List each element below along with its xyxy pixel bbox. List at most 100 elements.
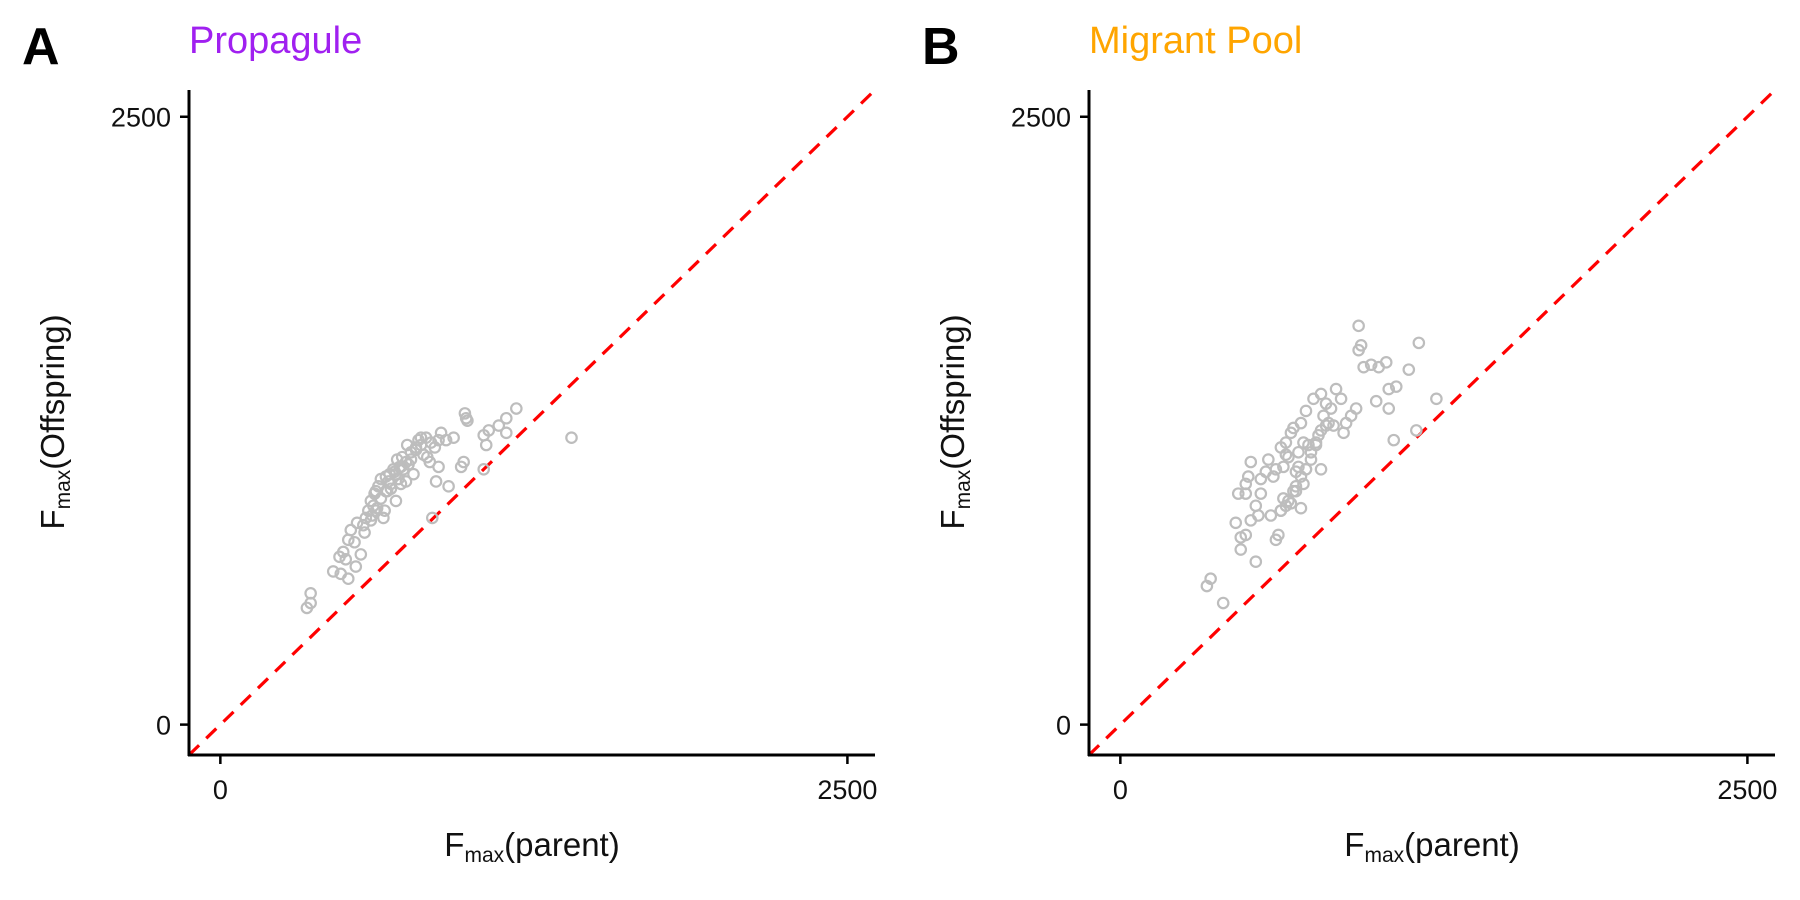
x-axis-label: Fmax(parent) <box>1344 826 1519 867</box>
scatter-point <box>1264 509 1278 522</box>
scatter-point <box>1292 445 1305 459</box>
scatter-point <box>1204 572 1217 586</box>
scatter-point <box>1294 501 1308 515</box>
y-axis-label-main: F <box>934 509 971 529</box>
scatter-point <box>1244 514 1258 527</box>
x-tick-label-0: 0 <box>213 775 228 805</box>
y-axis-label-sub: max <box>952 469 975 509</box>
scatter-point <box>378 504 391 517</box>
scatter-point <box>389 494 403 508</box>
scatter-point <box>499 426 513 440</box>
scatter-point <box>1269 533 1283 547</box>
scatter-point <box>1304 453 1318 466</box>
scatter-point <box>1229 516 1243 530</box>
scatter-point <box>1334 392 1348 406</box>
scatter-point <box>336 545 350 559</box>
scatter-point <box>344 523 358 537</box>
scatter-point <box>492 419 506 432</box>
scatter-point <box>1234 543 1248 556</box>
scatter-point <box>1239 528 1253 542</box>
scatter-point <box>479 438 493 452</box>
y-tick-label-2500: 2500 <box>111 103 171 133</box>
panel-b: B Migrant Pool 0 2500 0 2500 Fmax(parent… <box>922 18 1777 867</box>
scatter-point <box>1269 463 1283 476</box>
scatter-point <box>1364 358 1378 372</box>
identity-reference-line <box>1089 90 1775 755</box>
scatter-point <box>1277 460 1290 474</box>
scatter-point <box>1302 438 1315 452</box>
scatter-point <box>1249 555 1263 569</box>
scatter-point <box>1389 380 1403 393</box>
scatter-point <box>424 436 438 449</box>
scatter-point <box>1319 419 1333 432</box>
scatter-point <box>425 511 439 525</box>
scatter-point <box>1309 438 1323 452</box>
scatter-point <box>1314 463 1328 476</box>
x-axis-label-main: F <box>1344 826 1364 863</box>
scatter-point <box>414 431 428 444</box>
scatter-point <box>1244 455 1258 469</box>
identity-reference-line <box>189 90 875 755</box>
scatter-point <box>1279 448 1293 462</box>
y-axis-label-paren: Offspring <box>934 325 971 458</box>
scatter-point <box>341 572 355 586</box>
scatter-point <box>304 587 317 600</box>
scatter-point <box>384 477 398 491</box>
scatter-point <box>499 411 513 425</box>
scatter-point <box>1379 356 1393 369</box>
x-axis-label-sub: max <box>464 844 504 867</box>
scatter-point <box>1284 497 1298 510</box>
scatter-point <box>1289 484 1303 498</box>
scatter-point <box>510 402 523 415</box>
y-tick-label-0: 0 <box>156 711 171 741</box>
scatter-point <box>349 560 363 573</box>
scatter-point <box>461 414 474 427</box>
scatter-point <box>447 431 460 444</box>
y-axis-label: Fmax(Offspring) <box>934 314 975 529</box>
scatter-point <box>1349 402 1363 415</box>
scatter-point <box>1324 402 1338 415</box>
scatter-point <box>1329 382 1343 396</box>
scatter-point <box>1327 419 1340 432</box>
scatter-point <box>1262 453 1275 466</box>
scatter-point <box>1354 339 1368 352</box>
scatter-point <box>407 467 420 481</box>
scatter-point <box>399 455 413 469</box>
scatter-point <box>1299 404 1313 418</box>
x-axis-label-sub: max <box>1364 844 1404 867</box>
x-axis-label-paren: parent <box>1415 826 1509 863</box>
scatter-point <box>1430 392 1443 406</box>
scatter-point <box>1314 387 1328 401</box>
y-axis-label-sub: max <box>52 469 75 509</box>
scatter-point <box>457 455 470 469</box>
y-tick-label-0: 0 <box>1056 711 1071 741</box>
scatter-point <box>1279 436 1293 449</box>
scatter-point <box>1410 424 1423 437</box>
data-points <box>300 402 578 615</box>
scatter-point <box>1299 463 1313 476</box>
scatter-point <box>369 504 383 517</box>
panel-a: A Propagule 0 2500 0 2500 Fmax(parent) F… <box>22 18 877 867</box>
scatter-point <box>377 511 390 525</box>
scatter-point <box>1412 336 1426 350</box>
panel-title: Propagule <box>189 20 362 62</box>
panel-title: Migrant Pool <box>1089 20 1302 62</box>
panel-letter: B <box>922 18 960 76</box>
x-tick-label-2500: 2500 <box>817 775 877 805</box>
scatter-point <box>477 463 491 476</box>
y-tick-label-2500: 2500 <box>1011 103 1071 133</box>
x-tick-label-0: 0 <box>1113 775 1128 805</box>
scatter-point <box>482 424 496 437</box>
scatter-point <box>432 433 445 447</box>
scatter-point <box>1369 394 1383 408</box>
scatter-point <box>1239 477 1253 491</box>
scatter-point <box>358 526 371 539</box>
scatter-point <box>439 433 453 447</box>
scatter-point <box>354 548 368 561</box>
scatter-point <box>1387 433 1401 447</box>
scatter-point <box>326 565 340 578</box>
x-tick-label-2500: 2500 <box>1717 775 1777 805</box>
scatter-point <box>399 475 413 488</box>
scatter-point <box>429 475 443 488</box>
